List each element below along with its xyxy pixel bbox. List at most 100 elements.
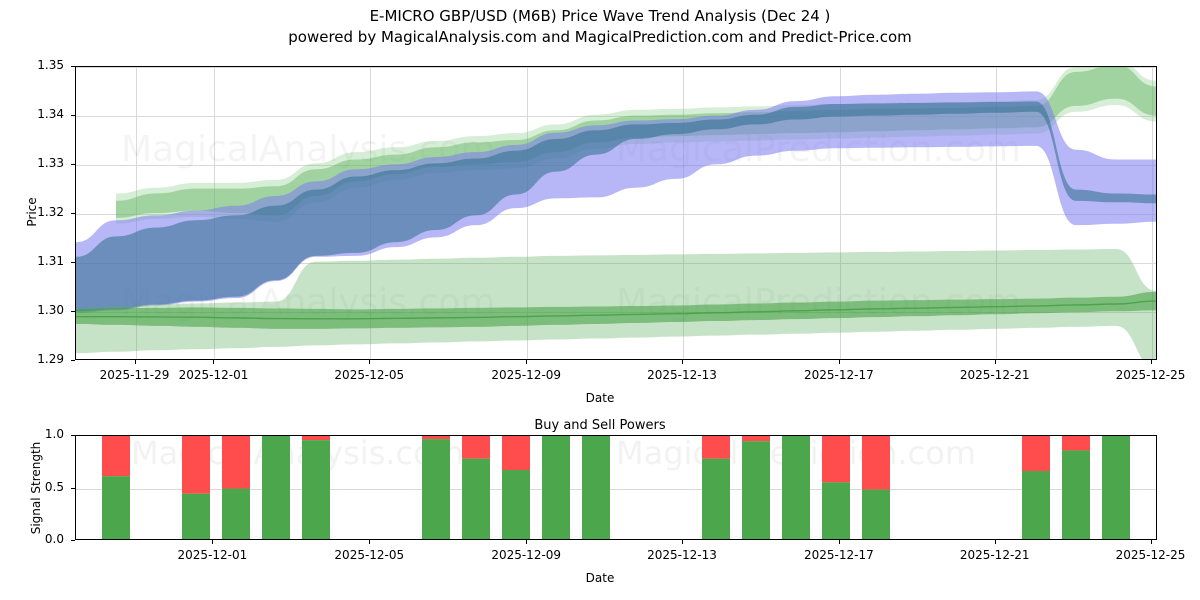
x-tick-label: 2025-12-05: [334, 548, 405, 562]
x-tick-mark: [526, 540, 528, 544]
buy-sell-powers-plot: MagicalAnalysis.com MagicalPrediction.co…: [75, 435, 1157, 540]
y-tick-mark: [71, 262, 75, 263]
sell-power-bar: [102, 436, 130, 477]
gridline-vertical: [683, 67, 684, 359]
y-tick-mark: [71, 115, 75, 116]
sell-power-bar: [702, 436, 730, 459]
x-tick-label: 2025-12-21: [959, 368, 1030, 382]
x-tick-mark: [838, 360, 840, 364]
buy-power-bar: [502, 469, 530, 539]
sell-power-bar: [741, 436, 770, 442]
y-tick-label: 1.0: [44, 427, 64, 441]
buy-power-bar: [421, 439, 450, 539]
y-tick-label: 1.35: [37, 58, 64, 72]
x-tick-mark: [994, 540, 996, 544]
gridline-vertical: [995, 67, 997, 359]
buy-power-bar: [1021, 471, 1050, 539]
wave-band-lower-green-inner-band: [76, 291, 1156, 329]
sell-power-bar: [1062, 436, 1091, 451]
sell-power-bar: [502, 436, 530, 470]
buy-power-bar: [461, 458, 490, 539]
x-tick-label: 2025-12-09: [491, 548, 562, 562]
y-tick-label: 1.32: [37, 205, 64, 219]
buy-power-bar: [821, 482, 850, 539]
page-title: E-MICRO GBP/USD (M6B) Price Wave Trend A…: [369, 7, 831, 25]
x-tick-label: 2025-12-21: [959, 548, 1030, 562]
wave-band-upper-green-band: [115, 67, 1156, 218]
sell-power-bar: [821, 436, 850, 483]
y-tick-label: 1.30: [37, 303, 64, 317]
buy-power-bar: [582, 436, 611, 539]
x-tick-label: 2025-12-05: [334, 368, 405, 382]
buy-power-bar: [302, 440, 330, 539]
y-tick-label: 1.33: [37, 156, 64, 170]
sell-power-bar: [302, 436, 330, 441]
buy-power-bar: [261, 436, 290, 539]
x-tick-mark: [369, 360, 371, 364]
x-tick-label: 2025-12-25: [1115, 548, 1186, 562]
y-tick-mark: [71, 540, 75, 541]
x-tick-mark: [1150, 540, 1152, 544]
x-tick-mark: [682, 540, 683, 544]
x-tick-mark: [212, 540, 214, 544]
sell-power-bar: [421, 436, 450, 440]
wave-band-dark-overlap-mid: [76, 101, 1156, 312]
y-tick-mark: [71, 360, 75, 361]
y-tick-mark: [71, 213, 75, 214]
signal-chart-title: Buy and Sell Powers: [534, 418, 666, 433]
sell-power-bar: [1021, 436, 1050, 472]
page-subtitle: powered by MagicalAnalysis.com and Magic…: [288, 28, 912, 46]
y-tick-mark: [71, 487, 75, 489]
buy-power-bar: [702, 458, 730, 539]
x-tick-mark: [213, 360, 215, 364]
x-tick-mark: [369, 540, 371, 544]
support-trend-line: [76, 300, 1156, 320]
x-tick-mark: [682, 360, 683, 364]
x-tick-label: 2025-12-17: [804, 548, 874, 562]
wave-band-lower-green-support-band: [76, 249, 1156, 359]
y-tick-label: 0.5: [44, 479, 64, 494]
buy-power-bar: [1062, 450, 1091, 539]
wave-band-blue-prediction-band: [76, 91, 1156, 313]
main-chart-x-axis-label: Date: [585, 391, 615, 405]
sell-power-bar: [182, 436, 211, 494]
title-block: E-MICRO GBP/USD (M6B) Price Wave Trend A…: [0, 6, 1200, 48]
gridline-horizontal: [76, 263, 1156, 264]
x-tick-label: 2025-12-13: [647, 368, 717, 382]
price-wave-bands: [76, 67, 1156, 359]
gridline-horizontal: [76, 214, 1156, 215]
sell-power-bar: [862, 436, 891, 490]
x-tick-mark: [838, 540, 840, 544]
x-tick-label: 2025-12-13: [647, 548, 717, 562]
sell-power-bar: [461, 436, 490, 459]
buy-power-bar: [1102, 436, 1130, 539]
price-wave-plot: MagicalAnalysis.com MagicalPrediction.co…: [75, 66, 1157, 360]
x-tick-mark: [134, 360, 136, 364]
x-tick-label: 2025-12-01: [178, 368, 249, 382]
x-tick-mark: [1150, 360, 1152, 364]
gridline-horizontal: [76, 488, 1156, 490]
y-tick-mark: [71, 164, 75, 165]
x-tick-label: 2025-12-25: [1115, 368, 1186, 382]
x-tick-label: 2025-12-17: [804, 368, 874, 382]
y-tick-label: 0.0: [44, 532, 64, 546]
x-tick-label: 2025-12-09: [491, 368, 562, 382]
x-tick-label: 2025-11-29: [99, 368, 170, 382]
buy-power-bar: [862, 489, 891, 539]
buy-power-bar: [182, 493, 211, 539]
gridline-vertical: [839, 67, 841, 359]
buy-power-bar: [782, 436, 811, 539]
gridline-horizontal: [76, 116, 1156, 117]
gridline-vertical: [135, 67, 137, 359]
y-tick-mark: [71, 435, 75, 436]
sell-power-bar: [221, 436, 250, 489]
x-tick-mark: [526, 360, 528, 364]
buy-power-bar: [102, 476, 130, 539]
x-tick-label: 2025-12-01: [177, 548, 248, 562]
y-tick-mark: [71, 311, 75, 312]
buy-power-bar: [221, 488, 250, 539]
y-tick-label: 1.34: [37, 107, 64, 121]
y-tick-label: 1.29: [37, 352, 64, 366]
y-tick-mark: [71, 66, 75, 67]
